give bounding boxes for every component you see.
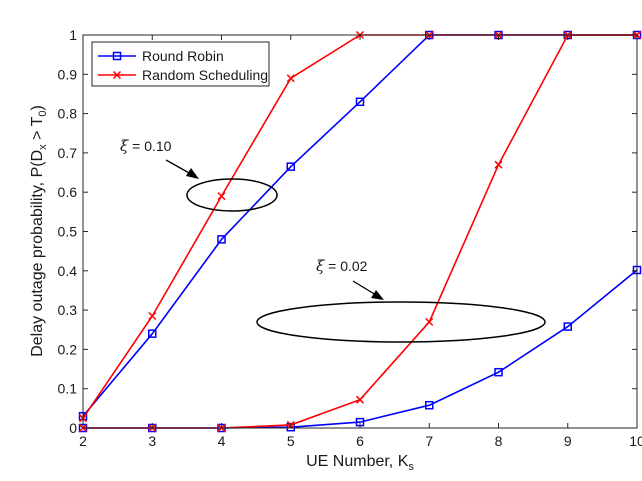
annotation-xi-002-label: ξ = 0.02 <box>316 257 368 275</box>
y-tick-label: 0.2 <box>58 341 78 357</box>
y-tick-label: 0.7 <box>58 145 78 161</box>
legend-label-round-robin: Round Robin <box>142 48 224 64</box>
annotation-xi-002-arrowhead <box>371 290 384 300</box>
y-tick-label: 0.8 <box>58 106 78 122</box>
marker-round-robin-xi-0-02-9 <box>563 322 572 331</box>
y-axis-label: Delay outage probability, P(Dx > T0) <box>29 105 49 357</box>
marker-round-robin-xi-0-02-7 <box>425 400 434 410</box>
ticks-layer: 2 3 4 5 6 7 8 9 10 0 0.1 0.2 0.3 0.4 0.5 0.6 0.7 0.8 0.9 1 <box>58 27 642 449</box>
marker-random-scheduling-xi-0-02-7 <box>425 317 434 326</box>
annotation-xi-002-ellipse <box>256 301 546 343</box>
legend-marker-round-robin <box>112 51 122 61</box>
x-tick-label: 6 <box>356 433 364 449</box>
marker-random-scheduling-xi-0-10-4 <box>217 192 226 201</box>
marker-random-scheduling-xi-0-10-5 <box>286 74 295 83</box>
y-tick-label: 0.6 <box>58 184 78 200</box>
legend-marker-random-scheduling <box>112 70 122 80</box>
marker-round-robin-xi-0-02-8 <box>494 367 503 377</box>
marker-random-scheduling-xi-0-10-3 <box>148 311 157 321</box>
legend-box <box>91 41 270 87</box>
y-tick-label: 0.4 <box>58 263 78 279</box>
y-tick-label: 0.5 <box>58 224 78 240</box>
annotation-xi-010: ξ = 0.10 <box>120 137 278 212</box>
plot-area <box>83 35 637 428</box>
x-tick-label: 4 <box>218 433 226 449</box>
marker-round-robin-xi-0-10-3 <box>148 329 157 338</box>
marker-round-robin-xi-0-10-5 <box>286 162 295 171</box>
y-tick-label: 1 <box>69 27 77 43</box>
y-tick-label: 0 <box>69 420 77 436</box>
annotation-xi-010-arrow <box>165 159 192 175</box>
marker-random-scheduling-xi-0-02-6 <box>355 395 365 404</box>
x-tick-label: 9 <box>564 433 572 449</box>
legend-label-random-scheduling: Random Scheduling <box>142 67 268 83</box>
annotation-xi-002: ξ = 0.02 <box>256 257 546 343</box>
marker-round-robin-xi-0-10-6 <box>355 97 365 107</box>
legend: Round Robin Random Scheduling <box>91 41 270 87</box>
annotation-xi-002-arrow <box>352 280 377 296</box>
y-tick-label: 0.3 <box>58 302 78 318</box>
x-tick-label: 5 <box>287 433 295 449</box>
x-tick-label: 2 <box>79 433 87 449</box>
annotation-xi-010-ellipse <box>186 178 278 212</box>
annotation-xi-010-label: ξ = 0.10 <box>120 137 172 155</box>
x-axis-label: UE Number, Ks <box>306 453 414 473</box>
x-tick-label: 10 <box>629 433 642 449</box>
marker-random-scheduling-xi-0-02-8 <box>494 160 503 169</box>
y-tick-label: 0.1 <box>58 381 78 397</box>
x-tick-label: 3 <box>148 433 156 449</box>
x-tick-label: 7 <box>425 433 433 449</box>
annotation-xi-010-arrowhead <box>186 168 199 179</box>
marker-round-robin-xi-0-10-4 <box>217 235 226 244</box>
x-tick-label: 8 <box>495 433 503 449</box>
y-tick-label: 0.9 <box>58 66 78 82</box>
